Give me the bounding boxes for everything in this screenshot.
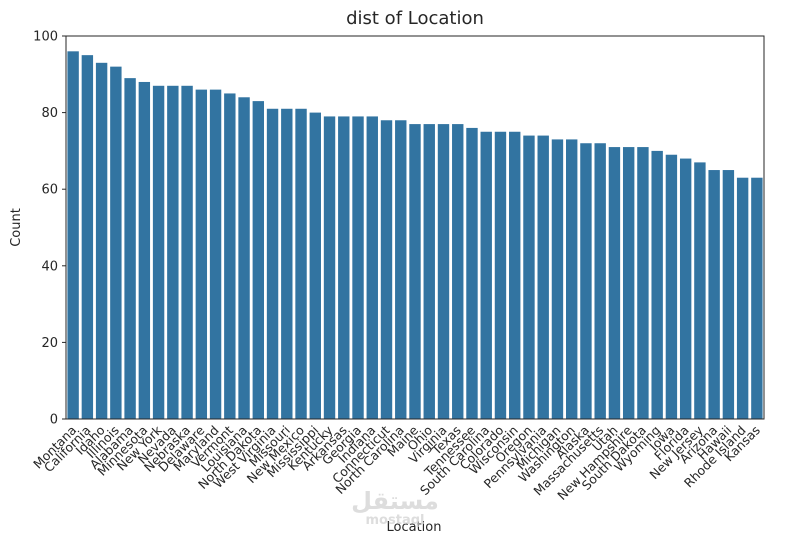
bar-new-jersey xyxy=(694,162,706,419)
bar-pennsylvania xyxy=(537,135,549,419)
bar-washington xyxy=(566,139,578,419)
bar-arkansas xyxy=(338,116,350,420)
bar-north-dakota xyxy=(252,101,265,420)
y-tick-label: 100 xyxy=(33,30,58,45)
bar-alaska xyxy=(580,143,592,420)
bar-iowa xyxy=(665,154,678,420)
y-tick-label: 0 xyxy=(50,413,58,428)
y-axis-label: Count xyxy=(9,208,24,247)
bar-vermont xyxy=(224,93,236,419)
bar-michigan xyxy=(551,139,564,419)
bar-georgia xyxy=(352,116,364,420)
watermark-logo: مستقل mostaql xyxy=(345,488,445,534)
bar-colorado xyxy=(494,131,507,419)
bar-north-carolina xyxy=(395,120,407,419)
bar-wyoming xyxy=(651,150,663,419)
bar-texas xyxy=(452,124,464,419)
bar-alabama xyxy=(124,78,136,419)
bar-missouri xyxy=(281,108,293,420)
bar-montana xyxy=(67,51,79,419)
bar-new-mexico xyxy=(295,108,307,420)
y-tick-label: 20 xyxy=(41,336,58,351)
bar-new-york xyxy=(152,85,165,419)
bar-minnesota xyxy=(138,81,151,420)
bar-maine xyxy=(409,124,421,419)
bar-california xyxy=(81,55,94,420)
bar-massachusetts xyxy=(594,143,606,420)
chart-title: dist of Location xyxy=(346,8,484,29)
y-tick-label: 80 xyxy=(41,106,58,121)
bar-hawaii xyxy=(722,170,735,419)
x-axis-label: Location xyxy=(387,520,442,535)
bar-oregon xyxy=(523,135,535,419)
bar-rhode-island xyxy=(736,177,749,419)
bar-mississippi xyxy=(309,112,321,419)
bar-florida xyxy=(679,158,692,419)
plot-frame xyxy=(65,35,765,420)
bar-tennessee xyxy=(466,127,478,420)
bar-connecticut xyxy=(380,120,393,419)
y-tick-label: 60 xyxy=(41,183,58,198)
bar-south-dakota xyxy=(637,147,649,419)
bar-arizona xyxy=(708,170,720,419)
bar-kentucky xyxy=(323,116,336,420)
bar-delaware xyxy=(195,89,208,420)
bar-ohio xyxy=(423,124,435,419)
bar-wisconsin xyxy=(509,131,521,419)
bar-nevada xyxy=(167,85,179,419)
bar-maryland xyxy=(209,89,222,420)
bar-west-virginia xyxy=(266,108,279,420)
y-tick-label: 40 xyxy=(41,259,58,274)
bar-utah xyxy=(608,147,621,419)
bar-nebraska xyxy=(181,85,193,419)
bar-idaho xyxy=(95,62,108,420)
bar-new-hampshire xyxy=(622,147,635,419)
bar-louisiana xyxy=(238,97,250,419)
watermark-latin: mostaql xyxy=(365,513,425,528)
bar-illinois xyxy=(110,66,122,419)
bar-virginia xyxy=(437,124,450,419)
watermark-arabic: مستقل xyxy=(351,487,439,515)
bar-indiana xyxy=(366,116,378,420)
bar-south-carolina xyxy=(480,131,492,419)
bar-kansas xyxy=(751,177,763,419)
